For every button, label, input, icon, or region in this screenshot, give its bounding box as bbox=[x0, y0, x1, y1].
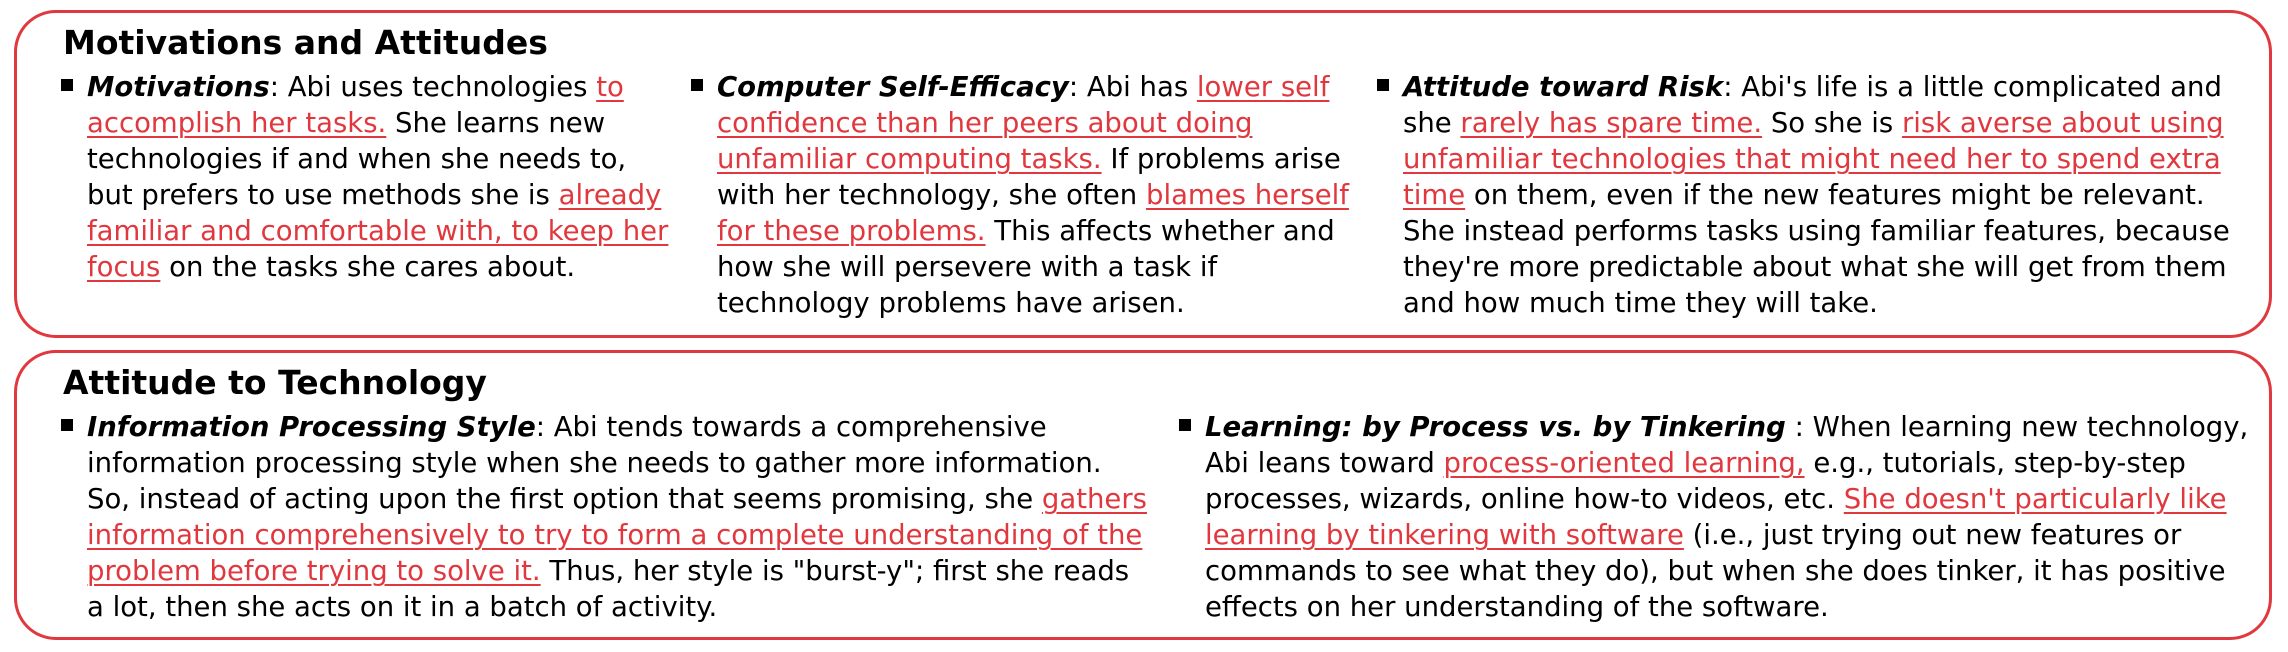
item-lead: Learning: by Process vs. by Tinkering bbox=[1205, 411, 1786, 443]
bullet-item-motivations: Motivations: Abi uses technologies to ac… bbox=[61, 69, 677, 285]
bullet-square-icon bbox=[61, 419, 73, 431]
item-highlight: risk averse about using unfamiliar techn… bbox=[1403, 107, 2224, 211]
bullet-square-icon bbox=[61, 79, 73, 91]
item-text: : Abi uses technologies bbox=[269, 71, 597, 103]
item-highlight: blames herself for these problems. bbox=[717, 179, 1349, 247]
item-lead: Computer Self-Efficacy bbox=[717, 71, 1069, 103]
item-text: : Abi tends towards a comprehensive info… bbox=[87, 411, 1102, 515]
bullet-item-info-processing: Information Processing Style: Abi tends … bbox=[61, 409, 1151, 625]
item-text: e.g., tutorials, step-by-step processes,… bbox=[1205, 447, 2186, 515]
item-highlight: rarely has spare time. bbox=[1460, 107, 1763, 139]
item-text: So she is bbox=[1762, 107, 1902, 139]
bullet-item-self-efficacy: Computer Self-Efficacy: Abi has lower se… bbox=[691, 69, 1371, 321]
item-text: : Abi's life is a little complicated and… bbox=[1403, 71, 2222, 139]
item-highlight: to accomplish her tasks. bbox=[87, 71, 624, 139]
bullet-item-risk: Attitude toward Risk: Abi's life is a li… bbox=[1377, 69, 2257, 321]
item-highlight: She doesn't particularly like learning b… bbox=[1205, 483, 2227, 551]
motivations-attitudes-panel: Motivations and Attitudes Motivations: A… bbox=[14, 10, 2272, 338]
item-text: on them, even if the new features might … bbox=[1403, 179, 2230, 319]
item-lead: Information Processing Style bbox=[87, 411, 536, 443]
bullet-square-icon bbox=[1179, 419, 1191, 431]
item-highlight: process-oriented learning, bbox=[1443, 447, 1805, 479]
bullet-item-learning: Learning: by Process vs. by Tinkering : … bbox=[1179, 409, 2259, 625]
item-text: : Abi has bbox=[1068, 71, 1197, 103]
attitude-technology-panel: Attitude to Technology Information Proce… bbox=[14, 350, 2272, 640]
item-text: on the tasks she cares about. bbox=[160, 251, 576, 283]
item-text: Thus, her style is "burst-y"; first she … bbox=[87, 555, 1130, 623]
bullet-square-icon bbox=[1377, 79, 1389, 91]
item-highlight: gathers information comprehensively to t… bbox=[87, 483, 1147, 587]
item-lead: Motivations bbox=[87, 71, 270, 103]
item-highlight: lower self confidence than her peers abo… bbox=[717, 71, 1330, 175]
bullet-square-icon bbox=[691, 79, 703, 91]
item-text: She learns new technologies if and when … bbox=[87, 107, 627, 211]
item-text: : When learning new technology, Abi lean… bbox=[1205, 411, 2249, 479]
item-lead: Attitude toward Risk bbox=[1403, 71, 1724, 103]
section-title: Attitude to Technology bbox=[63, 363, 487, 402]
item-text: This affects whether and how she will pe… bbox=[717, 215, 1335, 319]
item-highlight: already familiar and comfortable with, t… bbox=[87, 179, 669, 283]
item-text: If problems arise with her technology, s… bbox=[717, 143, 1341, 211]
item-text: (i.e., just trying out new features or c… bbox=[1205, 519, 2226, 623]
section-title: Motivations and Attitudes bbox=[63, 23, 548, 62]
